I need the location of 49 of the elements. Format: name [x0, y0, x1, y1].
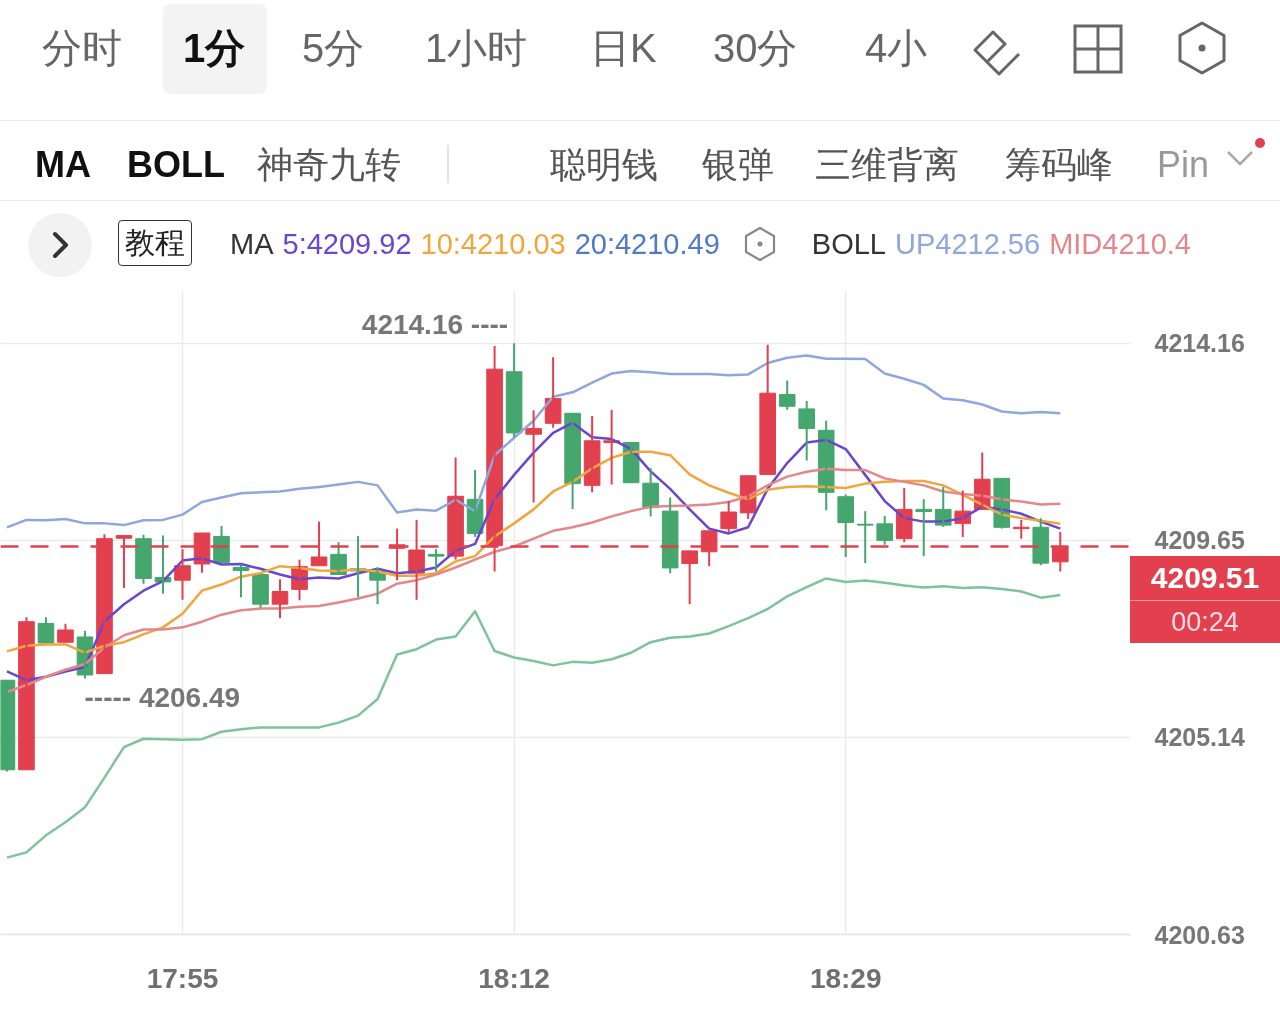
text: 4小	[865, 25, 928, 72]
text: BOLL	[811, 227, 886, 262]
candlestick	[427, 548, 445, 573]
annotation: ----- 4206.49	[84, 682, 241, 713]
candlestick	[759, 343, 776, 476]
candlestick	[778, 379, 796, 411]
text: MID4210.4	[1049, 227, 1191, 262]
y-tick-label: 4205.14	[1154, 723, 1245, 752]
text: 00:24	[1170, 606, 1240, 639]
x-tick-label: 18:12	[478, 962, 550, 994]
text: 分时	[42, 25, 122, 72]
y-tick-label: 4214.16	[1154, 329, 1245, 358]
text: BOLL	[127, 143, 225, 186]
y-tick-label: 4209.65	[1154, 526, 1245, 555]
text: 日K	[590, 25, 657, 72]
text: 筹码峰	[1005, 143, 1113, 186]
candlestick	[720, 500, 737, 534]
text: MA	[230, 227, 274, 262]
text: 10:4210.03	[420, 227, 566, 262]
candlestick	[876, 514, 894, 546]
ref-line-label: 4209.51	[1149, 560, 1261, 596]
line-series	[5, 450, 1062, 654]
text: UP4212.56	[895, 227, 1041, 262]
text: 教程	[118, 220, 192, 266]
text: 5:4209.92	[282, 227, 412, 262]
annotation: 4214.16 ----	[361, 308, 509, 340]
text: 银弹	[702, 143, 774, 186]
candlestick	[856, 510, 874, 565]
text: 聪明钱	[550, 143, 658, 186]
y-tick-label: 4200.63	[1154, 920, 1245, 949]
candlestick	[57, 622, 74, 644]
x-tick-label: 18:29	[809, 962, 882, 994]
text: 1小时	[425, 25, 528, 72]
candlestick	[505, 342, 523, 439]
candlestick	[798, 400, 815, 462]
candlestick	[681, 549, 698, 606]
candlestick	[525, 409, 542, 504]
text: MA	[35, 143, 91, 186]
candlestick	[837, 493, 855, 559]
text: 1分	[183, 25, 246, 72]
line-series	[5, 577, 1062, 859]
text: 5分	[302, 25, 365, 72]
text: 20:4210.49	[574, 227, 720, 262]
line-series	[5, 354, 1062, 529]
text: 神奇九转	[257, 143, 401, 186]
text: 30分	[713, 25, 798, 72]
text: 三维背离	[815, 143, 959, 186]
text: Pin	[1157, 143, 1210, 186]
x-tick-label: 17:55	[146, 962, 219, 994]
